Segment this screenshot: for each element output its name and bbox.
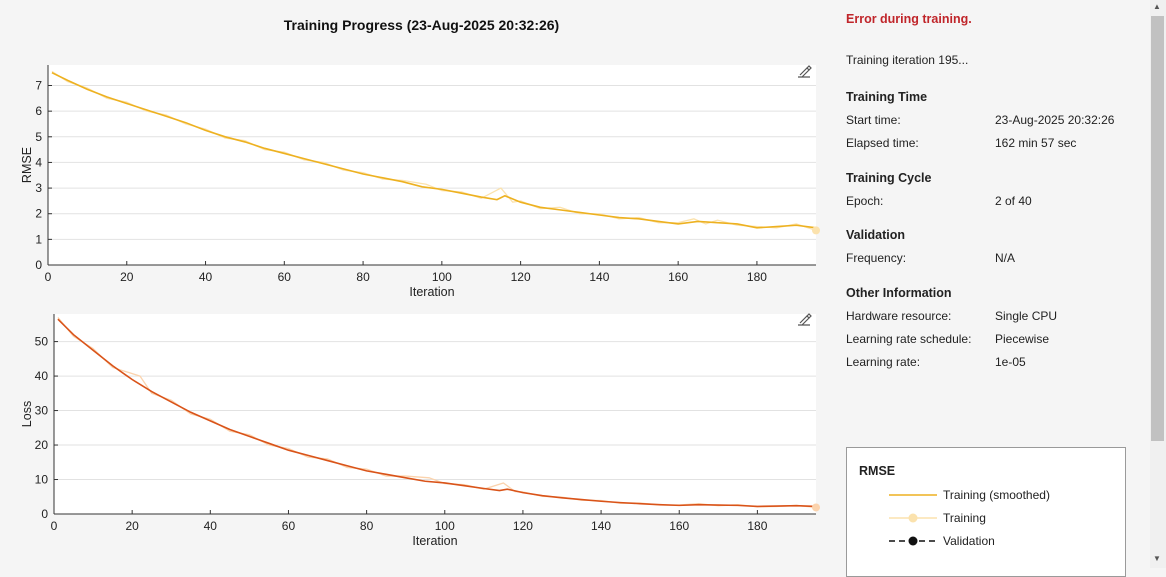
other-info-header: Other Information	[846, 286, 952, 300]
x-tick-label: 140	[589, 270, 609, 284]
series-line-training-smoothed	[57, 318, 817, 508]
x-tick-label: 20	[125, 519, 139, 533]
scrollbar-thumb[interactable]	[1151, 16, 1164, 441]
y-tick-label: 0	[35, 258, 42, 272]
pan-zoom-icon[interactable]	[796, 64, 814, 80]
training-cycle-header: Training Cycle	[846, 171, 932, 185]
rmse-plot-panel: 0 1 2 3 4 5 6 7 0 20 40 60 80 100 120 140 160 180 Iteratio…	[0, 55, 830, 305]
hardware-row: Hardware resource: Single CPU	[846, 309, 1146, 323]
start-time-value: 23-Aug-2025 20:32:26	[995, 113, 1115, 127]
y-axis-label: Loss	[20, 401, 34, 427]
y-tick-label: 1	[35, 232, 42, 246]
epoch-label: Epoch:	[846, 194, 884, 208]
legend-title: RMSE	[859, 464, 896, 478]
y-tick-label: 4	[35, 155, 42, 169]
y-tick-label: 10	[35, 473, 49, 487]
figure-title: Training Progress (23-Aug-2025 20:32:26)	[283, 17, 560, 33]
plot-area	[48, 65, 816, 265]
y-tick-label: 7	[35, 79, 42, 93]
x-tick-label: 40	[199, 270, 213, 284]
iteration-status: Training iteration 195...	[846, 53, 1146, 67]
x-tick-label: 180	[747, 519, 767, 533]
last-point-marker	[812, 226, 820, 235]
x-tick-label: 160	[669, 519, 689, 533]
y-tick-label: 30	[35, 404, 49, 418]
scroll-down-arrow[interactable]: ▼	[1153, 554, 1161, 563]
series-line-training-smoothed	[51, 71, 817, 229]
y-tick-label: 20	[35, 438, 49, 452]
x-tick-label: 180	[747, 270, 767, 284]
x-tick-label: 0	[45, 270, 52, 284]
loss-chart[interactable]: 0 10 20 30 40 50 0 20 40 60 80 100 120 140 160 180 Itera…	[0, 305, 830, 555]
learning-rate-value: 1e-05	[995, 355, 1026, 369]
x-tick-label: 160	[668, 270, 688, 284]
frequency-row: Frequency: N/A	[846, 251, 1146, 265]
learning-rate-label: Learning rate:	[846, 355, 921, 369]
x-axis-label: Iteration	[409, 285, 454, 299]
frequency-value: N/A	[995, 251, 1016, 265]
validation-header: Validation	[846, 228, 906, 242]
elapsed-time-value: 162 min 57 sec	[995, 136, 1077, 150]
y-tick-label: 6	[35, 104, 42, 118]
training-time-header: Training Time	[846, 90, 928, 104]
pan-zoom-icon[interactable]	[796, 312, 814, 328]
legend-label-smoothed: Training (smoothed)	[943, 488, 1050, 502]
x-tick-label: 80	[356, 270, 370, 284]
x-tick-label: 60	[282, 519, 296, 533]
x-tick-label: 60	[278, 270, 292, 284]
legend-swatch-validation	[889, 536, 937, 546]
y-tick-label: 5	[35, 130, 42, 144]
plot-area	[54, 314, 816, 514]
last-point-marker	[812, 503, 820, 512]
legend-swatch-training	[889, 513, 937, 523]
legend-label-validation: Validation	[943, 534, 995, 548]
y-tick-label: 50	[35, 335, 49, 349]
y-tick-label: 40	[35, 369, 49, 383]
schedule-value: Piecewise	[995, 332, 1050, 346]
vertical-scrollbar[interactable]: ▲ ▼	[1150, 0, 1166, 568]
x-tick-label: 20	[120, 270, 134, 284]
x-tick-label: 100	[432, 270, 452, 284]
epoch-value: 2 of 40	[995, 194, 1032, 208]
x-tick-label: 120	[511, 270, 531, 284]
x-tick-label: 80	[360, 519, 374, 533]
schedule-label: Learning rate schedule:	[846, 332, 972, 346]
start-time-row: Start time: 23-Aug-2025 20:32:26	[846, 113, 1146, 127]
learning-rate-row: Learning rate: 1e-05	[846, 355, 1146, 369]
frequency-label: Frequency:	[846, 251, 907, 265]
legend-swatch-smoothed	[889, 494, 937, 496]
legend: RMSE Training (smoothed) Training Valida…	[846, 447, 1126, 577]
x-tick-label: 100	[435, 519, 455, 533]
epoch-row: Epoch: 2 of 40	[846, 194, 1146, 208]
elapsed-time-row: Elapsed time: 162 min 57 sec	[846, 136, 1146, 150]
hardware-value: Single CPU	[995, 309, 1058, 323]
status-error: Error during training.	[846, 12, 972, 26]
schedule-row: Learning rate schedule: Piecewise	[846, 332, 1146, 346]
loss-plot-panel: 0 10 20 30 40 50 0 20 40 60 80 100 120 140 160 180 Itera…	[0, 305, 830, 555]
iteration-text: Training iteration 195...	[846, 53, 969, 67]
rmse-chart[interactable]: 0 1 2 3 4 5 6 7 0 20 40 60 80 100 120 140 160 180 Iteratio…	[0, 55, 830, 305]
elapsed-time-label: Elapsed time:	[846, 136, 919, 150]
y-axis-label: RMSE	[20, 147, 34, 183]
scroll-up-arrow[interactable]: ▲	[1153, 2, 1161, 11]
x-tick-label: 120	[513, 519, 533, 533]
x-tick-label: 40	[204, 519, 218, 533]
x-tick-label: 140	[591, 519, 611, 533]
legend-label-training: Training	[943, 511, 986, 525]
y-tick-label: 3	[35, 181, 42, 195]
hardware-label: Hardware resource:	[846, 309, 952, 323]
start-time-label: Start time:	[846, 113, 901, 127]
y-tick-label: 0	[41, 507, 48, 521]
x-axis-label: Iteration	[412, 534, 457, 548]
y-tick-label: 2	[35, 207, 42, 221]
x-tick-label: 0	[51, 519, 58, 533]
